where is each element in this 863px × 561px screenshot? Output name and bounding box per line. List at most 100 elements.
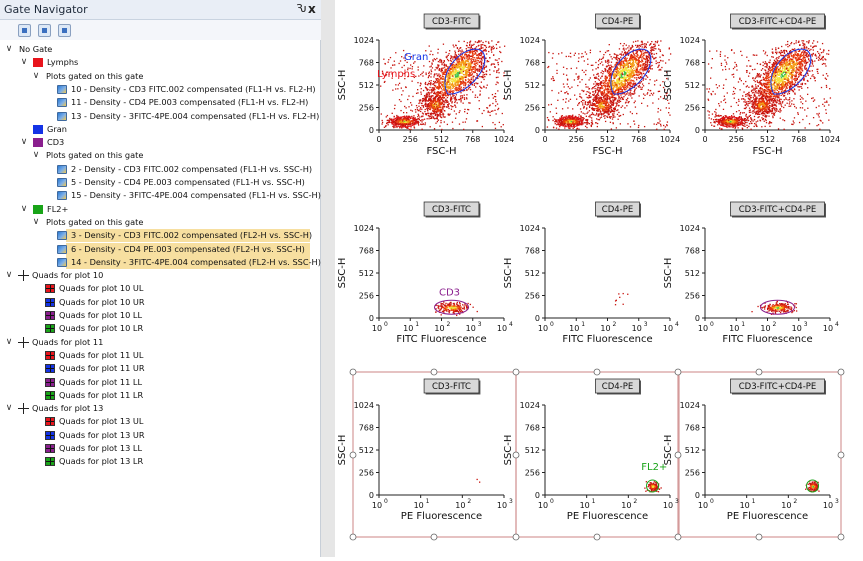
data-dot (474, 57, 475, 58)
data-dot (607, 117, 608, 118)
data-dot (472, 73, 473, 74)
tree-item[interactable]: ∨Plots gated on this gate (0, 216, 310, 229)
expand-chevron-icon[interactable]: ∨ (4, 402, 14, 415)
data-dot (623, 86, 624, 87)
tree-item[interactable]: Quads for plot 13 UR (0, 429, 310, 442)
data-dot (444, 97, 445, 98)
tree-item[interactable]: Quads for plot 11 LR (0, 389, 310, 402)
splitter[interactable] (321, 0, 335, 557)
tree-item[interactable]: ∨Plots gated on this gate (0, 149, 310, 162)
tree-item[interactable]: 2 - Density - CD3 FITC.002 compensated (… (66, 163, 310, 176)
data-dot (594, 108, 595, 109)
tree-item[interactable]: Quads for plot 10 LL (0, 309, 310, 322)
data-dot (401, 56, 402, 57)
copy-icon[interactable] (38, 24, 51, 37)
tree-item[interactable]: Quads for plot 10 UR (0, 296, 310, 309)
tree-item[interactable]: ∨No Gate (0, 43, 310, 56)
tree-item[interactable]: ∨Quads for plot 13 (0, 402, 310, 415)
tree-item[interactable]: Gran (0, 123, 310, 136)
data-dot (457, 85, 458, 86)
expand-chevron-icon[interactable]: ∨ (19, 203, 29, 216)
data-dot (445, 93, 446, 94)
data-dot (497, 82, 498, 83)
data-dot (443, 90, 444, 91)
data-dot (461, 95, 462, 96)
tree-item[interactable]: ∨Quads for plot 11 (0, 336, 310, 349)
tree-item[interactable]: 10 - Density - CD3 FITC.002 compensated … (66, 83, 310, 96)
tree-item[interactable]: 3 - Density - CD3 FITC.002 compensated (… (66, 229, 310, 242)
data-dot (647, 60, 648, 61)
tree-item[interactable]: ∨ FL2+ (0, 203, 310, 216)
expand-chevron-icon[interactable]: ∨ (4, 43, 14, 56)
tree-item[interactable]: Quads for plot 13 UL (0, 415, 310, 428)
data-dot (462, 51, 463, 52)
expand-chevron-icon[interactable]: ∨ (19, 56, 29, 69)
data-dot (460, 92, 461, 93)
data-dot (620, 82, 621, 83)
tree-item[interactable]: 15 - Density - 3FITC-4PE.004 compensated… (66, 189, 310, 202)
data-dot (416, 93, 417, 94)
close-icon[interactable]: x (308, 2, 316, 16)
tree-options-icon[interactable] (58, 24, 71, 37)
data-dot (399, 83, 400, 84)
tree-item[interactable]: 14 - Density - 3FITC-4PE.004 compensated… (66, 256, 310, 269)
data-dot (464, 97, 465, 98)
tree-item[interactable]: 6 - Density - CD4 PE.003 compensated (FL… (66, 243, 310, 256)
data-dot (384, 81, 385, 82)
data-dot (432, 64, 433, 65)
data-dot (634, 55, 635, 56)
data-dot (630, 90, 631, 91)
expand-chevron-icon[interactable]: ∨ (19, 136, 29, 149)
data-dot (493, 63, 494, 64)
data-dot (424, 119, 425, 120)
data-dot (651, 65, 652, 66)
data-dot (398, 124, 399, 125)
data-dot (479, 76, 480, 77)
quadrant-icon (45, 284, 55, 293)
data-dot (645, 62, 646, 63)
tree-item[interactable]: Quads for plot 13 LR (0, 455, 310, 468)
data-dot (656, 80, 657, 81)
data-dot (567, 83, 568, 84)
data-dot (451, 81, 452, 82)
expand-chevron-icon[interactable]: ∨ (31, 70, 41, 83)
tree-item[interactable]: 5 - Density - CD4 PE.003 compensated (FL… (66, 176, 310, 189)
data-dot (460, 64, 461, 65)
tree-item[interactable]: Quads for plot 11 UR (0, 362, 310, 375)
tree-item[interactable]: Quads for plot 13 LL (0, 442, 310, 455)
data-dot (427, 100, 428, 101)
tree-item[interactable]: ∨Quads for plot 10 (0, 269, 310, 282)
data-dot (429, 66, 430, 67)
tree-item[interactable]: ∨CD3 (0, 136, 310, 149)
tree-item[interactable]: 13 - Density - 3FITC-4PE.004 compensated… (66, 110, 310, 123)
data-dot (383, 59, 384, 60)
pin-icon[interactable]: Ԅ (296, 2, 307, 15)
tree-item[interactable]: Quads for plot 11 LL (0, 376, 310, 389)
tree-item-label: FL2+ (47, 203, 68, 216)
data-dot (580, 115, 581, 116)
tree-item[interactable]: Quads for plot 10 UL (0, 282, 310, 295)
gate-tool-icon[interactable] (18, 24, 31, 37)
y-axis-label: SSC-H (663, 70, 674, 101)
expand-chevron-icon[interactable]: ∨ (31, 149, 41, 162)
data-dot (454, 65, 455, 66)
tree-item[interactable]: Quads for plot 11 UL (0, 349, 310, 362)
data-dot (465, 77, 466, 78)
data-dot (631, 83, 632, 84)
tree-item[interactable]: ∨Plots gated on this gate (0, 70, 310, 83)
data-dot (433, 76, 434, 77)
data-dot (460, 83, 461, 84)
data-dot (618, 112, 619, 113)
tree-item[interactable]: 11 - Density - CD4 PE.003 compensated (F… (66, 96, 310, 109)
data-dot (476, 73, 477, 74)
data-dot (563, 83, 564, 84)
data-dot (609, 86, 610, 87)
expand-chevron-icon[interactable]: ∨ (4, 336, 14, 349)
data-dot (556, 73, 557, 74)
tree-item[interactable]: ∨Lymphs (0, 56, 310, 69)
tree-item[interactable]: Quads for plot 10 LR (0, 322, 310, 335)
data-dot (602, 58, 603, 59)
expand-chevron-icon[interactable]: ∨ (4, 269, 14, 282)
expand-chevron-icon[interactable]: ∨ (31, 216, 41, 229)
data-dot (581, 56, 582, 57)
